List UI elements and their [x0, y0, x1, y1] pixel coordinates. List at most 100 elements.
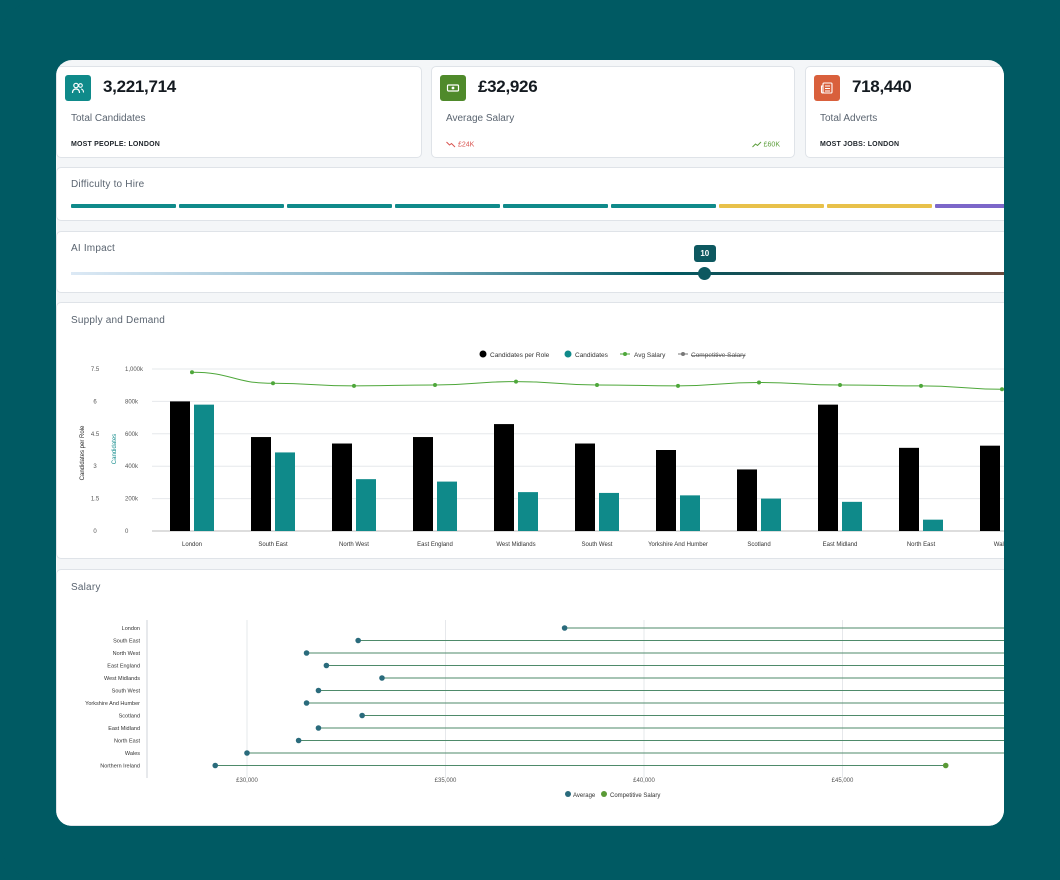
y-tick-right: 1,000k [125, 367, 144, 373]
region-label: South East [113, 639, 140, 645]
avg-salary-point [676, 383, 680, 388]
legend-competitive-salary-swatch [681, 352, 685, 356]
supply-demand-card: Supply and Demand Candidates per Role Ca… [56, 302, 1004, 559]
avg-salary-point [919, 383, 923, 388]
region-label: North East [114, 739, 140, 745]
difficulty-title: Difficulty to Hire [71, 179, 145, 190]
x-category-label: Wales [994, 542, 1004, 548]
bar-candidates-per-role [575, 443, 595, 531]
bar-candidates-per-role [737, 469, 757, 531]
legend-candidates-swatch [564, 350, 572, 358]
y-tick-right: 200k [125, 497, 139, 503]
y-tick-left: 6 [93, 399, 97, 405]
x-category-label: Yorkshire And Humber [648, 542, 708, 548]
avg-salary-point [514, 379, 518, 384]
average-salary-point [359, 712, 365, 719]
ai-impact-track [71, 272, 1004, 275]
y-axis-right-label: Candidates [112, 434, 118, 464]
bar-candidates [842, 501, 862, 531]
legend-competitive-salary-swatch [601, 791, 607, 797]
x-category-label: London [182, 542, 202, 548]
bar-candidates-per-role [980, 445, 1000, 531]
difficulty-to-hire-card: Difficulty to Hire [56, 167, 1004, 221]
y-axis-left-label: Candidates per Role [80, 425, 86, 480]
ai-impact-value-badge: 10 [693, 245, 716, 262]
average-salary-point [212, 762, 219, 769]
legend-avg-salary: Avg Salary [634, 352, 666, 359]
average-salary-point [315, 687, 322, 694]
avg-salary-point [838, 383, 842, 387]
salary-low-value: £24K [457, 141, 475, 149]
bar-candidates [680, 495, 700, 531]
ai-impact-slider-handle[interactable] [698, 267, 712, 280]
region-label: East Midland [108, 726, 140, 732]
total-candidates-card: 3,221,714 Total Candidates MOST PEOPLE: … [56, 66, 422, 158]
y-tick-left: 1.5 [91, 497, 100, 503]
salary-high-value: £60K [763, 141, 780, 149]
bar-candidates [194, 404, 214, 531]
legend-average-swatch [565, 791, 571, 797]
average-salary-label: Average Salary [446, 113, 515, 124]
total-candidates-label: Total Candidates [71, 113, 146, 124]
average-salary-point [295, 737, 302, 744]
bar-candidates-per-role [332, 443, 352, 531]
bar-candidates [437, 481, 457, 531]
difficulty-segment [503, 204, 608, 208]
salary-card: Salary London South East North West East En… [56, 569, 1004, 826]
ai-impact-title: AI Impact [71, 243, 116, 254]
difficulty-segment [287, 204, 392, 208]
avg-salary-point [271, 381, 275, 386]
x-category-label: South East [258, 542, 288, 548]
region-label: Yorkshire And Humber [85, 701, 140, 707]
x-category-label: South West [582, 542, 613, 548]
salary-low-trend: £24K [446, 141, 474, 148]
salary-high-trend: £60K [751, 141, 780, 149]
region-label: South West [112, 689, 141, 695]
avg-salary-point [595, 383, 599, 387]
total-adverts-card: 718,440 Total Adverts MOST JOBS: LONDON [805, 66, 1004, 158]
legend-average: Average [573, 793, 596, 799]
region-label: Wales [125, 751, 140, 757]
x-category-label: East Midland [823, 542, 858, 548]
average-salary-point [303, 650, 310, 656]
difficulty-segment [935, 204, 1004, 208]
region-label: London [122, 626, 140, 632]
y-tick-left: 7.5 [91, 367, 100, 373]
legend-avg-salary-swatch [623, 352, 627, 356]
total-adverts-label: Total Adverts [820, 113, 878, 124]
y-tick-left: 0 [93, 529, 97, 535]
x-category-label: North West [339, 542, 369, 548]
x-category-label: East England [417, 542, 453, 548]
salary-title: Salary [71, 582, 101, 593]
x-category-label: West Midlands [496, 542, 535, 548]
x-category-label: North East [907, 542, 936, 548]
region-label: East England [107, 664, 140, 670]
bar-candidates [275, 452, 295, 531]
difficulty-segment [611, 204, 716, 208]
y-tick-left: 4.5 [91, 432, 100, 438]
difficulty-segment [395, 204, 500, 208]
bar-candidates [761, 498, 781, 531]
trend-up-icon [751, 141, 762, 148]
bar-candidates-per-role [656, 450, 676, 531]
bar-candidates-per-role [413, 437, 433, 531]
average-salary-card: £32,926 Average Salary £24K £60K [431, 66, 795, 158]
x-tick-label: £35,000 [435, 778, 457, 784]
y-tick-right: 800k [125, 399, 139, 405]
ai-impact-value: 10 [700, 249, 710, 258]
region-label: North West [113, 651, 141, 657]
x-tick-label: £45,000 [832, 778, 854, 784]
banknote-icon [440, 75, 466, 101]
bar-candidates-per-role [494, 424, 514, 531]
region-label: West Midlands [104, 676, 140, 682]
x-tick-label: £40,000 [633, 778, 655, 784]
bar-candidates [923, 519, 943, 531]
average-salary-point [303, 700, 310, 706]
avg-salary-point [1000, 387, 1004, 392]
region-label: Scotland [119, 714, 140, 720]
x-category-label: Scotland [747, 542, 770, 548]
salary-chart: London South East North West East England We… [85, 620, 1004, 799]
x-tick-label: £30,000 [236, 778, 258, 784]
supply-demand-title: Supply and Demand [71, 315, 166, 326]
